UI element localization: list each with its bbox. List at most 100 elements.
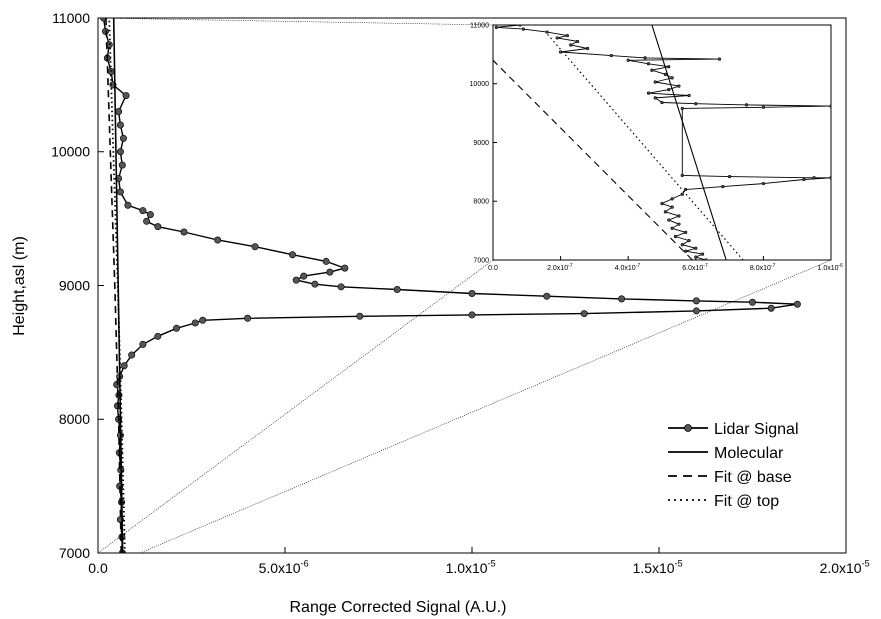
inset-lidar-data-point [521,27,526,31]
inset-lidar-data-point [680,173,684,177]
inset-x-tick-label: 1.0x10-6 [817,263,843,272]
legend-marker [684,424,692,432]
inset-series-group [493,25,831,260]
inset-lidar-data-point [761,182,766,186]
inset-lidar-data-point [558,50,563,54]
inset-lidar-data-point [694,246,698,250]
inset-x-tick-exponent: -7 [771,263,776,269]
inset-lidar-data-point [684,249,688,253]
inset-lidar-data-point [680,106,684,111]
main-lidar-data-point [154,332,162,340]
inset-lidar-data-point [684,187,688,192]
main-x-tick-label: 2.0x10-5 [820,559,870,576]
main-x-tick-exponent: -5 [675,559,683,569]
zoom-connector-line [97,17,494,26]
main-lidar-data-point [393,286,401,294]
inset-lidar-data-point [667,88,671,92]
inset-lidar-data-point [569,43,573,47]
main-lidar-data-point [113,380,121,388]
main-lidar-data-point [124,201,132,209]
inset-lidar-data-point [663,210,667,214]
inset-x-tick-label: 6.0x10-7 [682,263,708,272]
main-y-tick-label: 11000 [52,10,90,26]
inset-lidar-data-point [802,177,806,182]
main-lidar-data-point [618,295,626,303]
inset-lidar-data-point [812,176,816,180]
main-series-molecular [112,18,124,553]
main-x-tick-label: 5.0x10-6 [259,559,309,576]
inset-lidar-data-point [670,205,674,209]
legend-label: Fit @ top [714,493,779,510]
main-lidar-data-point [580,310,588,318]
inset-lidar-data-point [609,53,613,58]
inset-lidar-data-point [575,39,580,44]
main-x-tick-label: 0.0 [88,560,108,576]
inset-lidar-data-point [704,258,708,260]
main-lidar-data-point [300,272,308,280]
inset-y-tick-label: 7000 [473,257,489,264]
inset-lidar-data-point [727,174,732,179]
inset-x-tick-label: 2.0x10-7 [547,263,573,272]
main-lidar-data-point [191,319,199,327]
inset-lidar-data-point [555,36,559,40]
y-axis-title: Height,asl (m) [11,236,28,336]
main-lidar-data-point [326,268,334,276]
main-lidar-data-point [793,300,801,308]
inset-lidar-data-point [667,218,671,222]
inset-lidar-data-point [626,58,630,62]
main-lidar-data-point [199,316,207,324]
inset-x-tick-exponent: -7 [636,263,641,269]
inset-lidar-data-point [663,72,667,76]
main-y-tick-label: 9000 [59,277,90,293]
inset-lidar-data-point [680,243,684,247]
main-x-tick-exponent: -5 [488,559,496,569]
inset-x-tick-exponent: -7 [703,263,708,269]
inset-lidar-data-point [684,230,688,234]
inset-series-fit-top [546,33,744,260]
main-lidar-data-point [214,236,222,244]
inset-lidar-data-point [680,192,684,196]
inset-lidar-data-point [687,93,691,98]
main-lidar-data-point [173,324,181,332]
main-series-fit-top [108,18,126,553]
inset-series-molecular [651,25,727,260]
main-lidar-data-point [692,297,700,305]
inset-lidar-data-point [761,105,766,109]
main-lidar-data-point [748,298,756,306]
main-lidar-data-point [101,27,109,35]
inset-lidar-data-point [673,234,678,239]
main-lidar-data-point [122,92,130,100]
main-lidar-data-point [139,340,147,348]
inset-lidar-data-point [744,103,749,107]
main-lidar-data-point [116,148,124,156]
main-lidar-data-point [292,276,300,284]
main-lidar-data-point [115,108,123,116]
inset-lidar-data-point [545,30,549,34]
inset-lidar-data-point [494,25,498,29]
legend-label: Lidar Signal [714,421,799,438]
inset-lidar-data-point [650,68,654,72]
inset-lidar-data-point [670,76,674,80]
main-lidar-data-point [116,121,124,129]
main-lidar-data-point [244,314,252,322]
zoom-connector-lines [97,17,832,554]
inset-x-tick-exponent: -6 [839,263,844,269]
main-lidar-data-point [341,264,349,272]
main-series-fit-base [105,18,122,553]
inset-lidar-data-point [694,102,698,106]
inset-lidar-data-point [660,100,664,105]
x-axis-title: Range Corrected Signal (A.U.) [290,599,507,616]
inset-plot-area: 0.0 2.0x10-7 4.0x10-7 6.0x10-7 8.0x10-7 1.0x1… [470,22,844,272]
zoom-connector-line [97,259,494,554]
inset-lidar-data-point [653,80,657,84]
main-lidar-data-point [356,312,364,320]
main-lidar-data-point [288,251,296,259]
inset-lidar-data-point [700,252,705,256]
main-lidar-data-point [119,134,127,142]
inset-lidar-data-point [670,226,674,230]
main-lidar-data-point [118,161,126,169]
main-x-tick-exponent: -5 [862,559,870,569]
main-lidar-data-point [251,243,259,251]
inset-lidar-data-point [518,25,522,27]
main-lidar-data-point [146,211,154,219]
